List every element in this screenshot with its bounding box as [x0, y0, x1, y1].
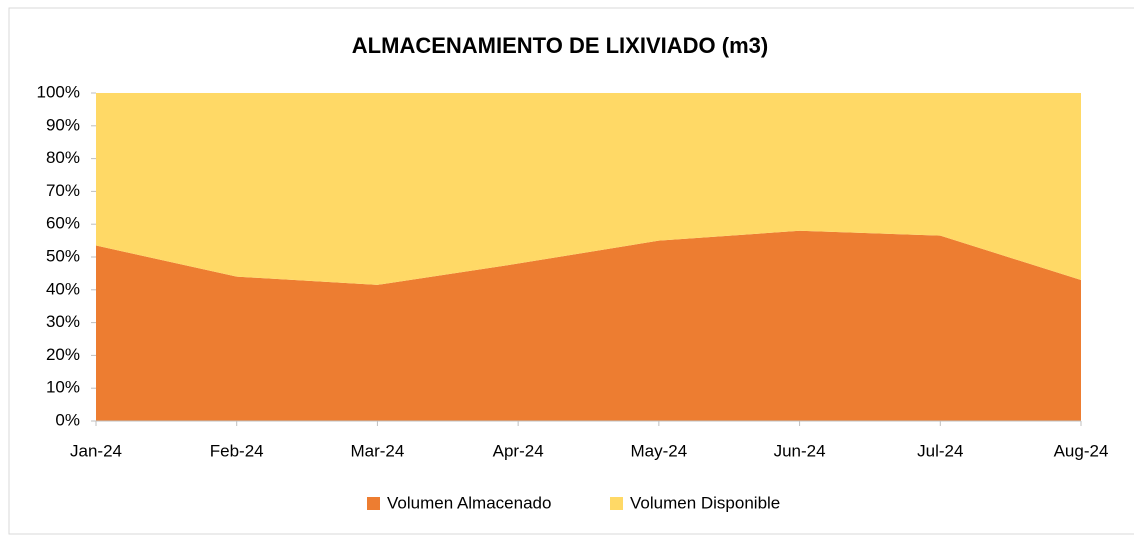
y-tick-label: 70% [46, 181, 80, 200]
chart-frame [8, 7, 1134, 535]
x-tick-label: Jan-24 [70, 441, 122, 460]
y-tick-label: 50% [46, 246, 80, 265]
y-tick-label: 10% [46, 378, 80, 397]
x-tick-label: Apr-24 [493, 441, 544, 460]
x-tick-label: Mar-24 [350, 441, 404, 460]
x-tick-label: Aug-24 [1054, 441, 1109, 460]
legend-swatch [610, 497, 623, 510]
y-tick-label: 30% [46, 312, 80, 331]
x-tick-label: May-24 [631, 441, 688, 460]
y-tick-label: 40% [46, 279, 80, 298]
y-tick-label: 60% [46, 214, 80, 233]
legend-label: Volumen Disponible [630, 493, 780, 512]
chart-title: ALMACENAMIENTO DE LIXIVIADO (m3) [352, 33, 768, 58]
y-tick-label: 80% [46, 148, 80, 167]
area [96, 93, 1081, 285]
y-tick-label: 90% [46, 115, 80, 134]
x-tick-label: Jul-24 [917, 441, 963, 460]
area [96, 230, 1081, 421]
y-tick-label: 20% [46, 345, 80, 364]
x-tick-label: Jun-24 [774, 441, 826, 460]
legend-swatch [367, 497, 380, 510]
y-tick-label: 100% [37, 82, 80, 101]
legend-label: Volumen Almacenado [387, 493, 551, 512]
y-tick-label: 0% [55, 410, 80, 429]
x-tick-label: Feb-24 [210, 441, 264, 460]
